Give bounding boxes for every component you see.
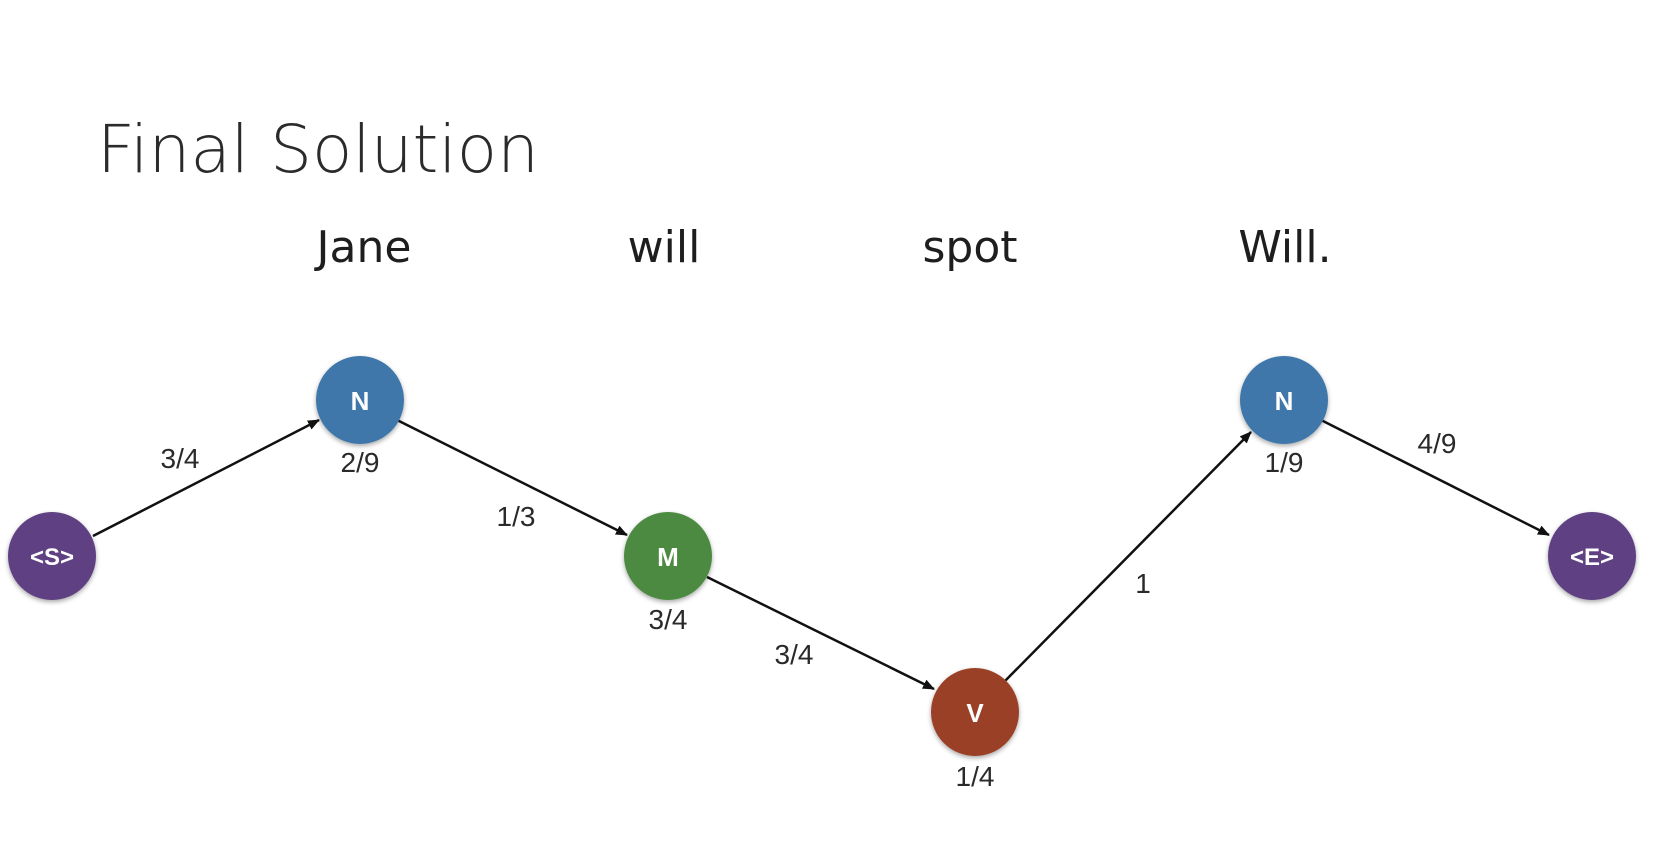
start-node: <S> bbox=[8, 512, 96, 600]
word-will: will bbox=[628, 222, 701, 273]
transition-label: 4/9 bbox=[1418, 428, 1457, 459]
node-label: <S> bbox=[30, 544, 74, 571]
end-node: <E> bbox=[1548, 512, 1636, 600]
node-label: M bbox=[657, 542, 679, 572]
node-label: N bbox=[1275, 386, 1294, 416]
node-n-will: N 1/9 bbox=[1240, 356, 1328, 478]
node-circle bbox=[624, 512, 712, 600]
word-will-capitalized: Will. bbox=[1238, 222, 1331, 273]
transition-label: 1 bbox=[1135, 568, 1151, 599]
node-n-jane: N 2/9 bbox=[316, 356, 404, 478]
word-jane: Jane bbox=[314, 222, 412, 273]
sentence-words: Jane will spot Will. bbox=[314, 222, 1332, 273]
emission-label: 1/4 bbox=[956, 761, 995, 792]
node-circle bbox=[316, 356, 404, 444]
emission-label: 3/4 bbox=[649, 604, 688, 635]
transition-label: 3/4 bbox=[161, 443, 200, 474]
node-circle bbox=[8, 512, 96, 600]
edge-n-to-end bbox=[1320, 418, 1550, 537]
node-circle bbox=[1240, 356, 1328, 444]
transition-probabilities: 3/4 1/3 3/4 1 4/9 bbox=[161, 428, 1457, 670]
emission-label: 1/9 bbox=[1265, 447, 1304, 478]
node-circle bbox=[931, 668, 1019, 756]
node-label: N bbox=[351, 386, 370, 416]
node-v-spot: V 1/4 bbox=[931, 668, 1019, 792]
transition-label: 1/3 bbox=[497, 501, 536, 532]
page-title: Final Solution bbox=[97, 111, 539, 188]
transition-edges bbox=[92, 418, 1550, 691]
edge-start-to-n bbox=[92, 418, 320, 538]
node-label: V bbox=[966, 698, 984, 728]
transition-label: 3/4 bbox=[775, 639, 814, 670]
node-m-will: M 3/4 bbox=[624, 512, 712, 635]
node-circle bbox=[1548, 512, 1636, 600]
edge-n-to-m bbox=[396, 418, 628, 537]
node-label: <E> bbox=[1570, 544, 1614, 571]
edge-v-to-n bbox=[1002, 431, 1252, 684]
emission-label: 2/9 bbox=[341, 447, 380, 478]
word-spot: spot bbox=[922, 222, 1017, 273]
edge-m-to-v bbox=[706, 575, 935, 691]
